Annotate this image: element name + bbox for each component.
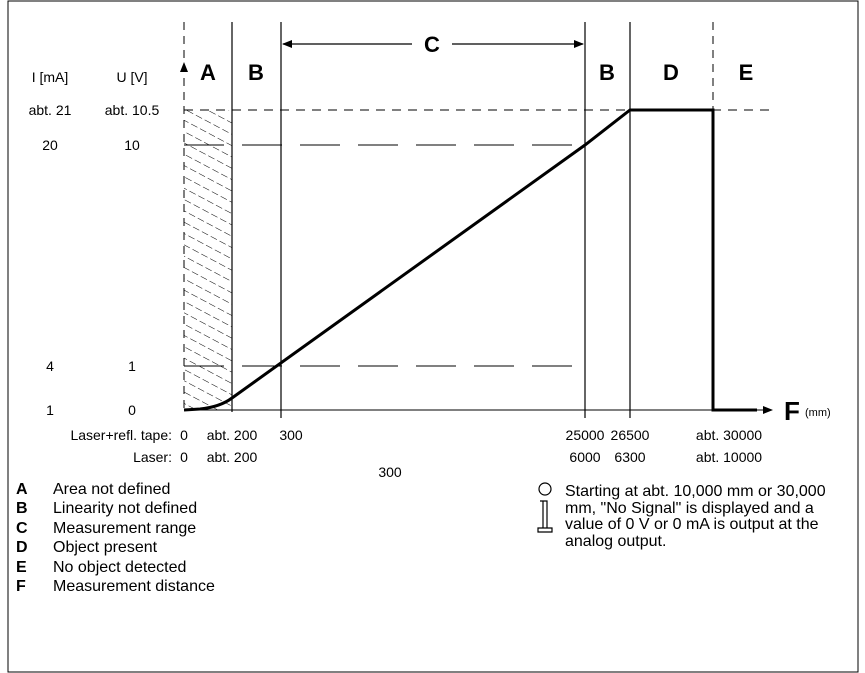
outer-border <box>7 0 859 673</box>
legend-item: B Linearity not defined <box>16 500 215 520</box>
voltage-tick-10: 10 <box>124 137 140 153</box>
voltage-tick-1: 1 <box>128 358 136 374</box>
current-tick-1: 1 <box>46 402 54 418</box>
x-tick-laser-200: abt. 200 <box>207 449 258 465</box>
range-label-backdrop <box>412 32 452 58</box>
legend-text: No object detected <box>53 558 187 576</box>
voltage-tick-0: 0 <box>128 402 136 418</box>
legend-item: C Measurement range <box>16 519 215 539</box>
x-tick-tape-200: abt. 200 <box>207 427 258 443</box>
legend-item: A Area not defined <box>16 480 215 500</box>
current-tick-4: 4 <box>46 358 54 374</box>
y-axis-arrow <box>180 62 188 72</box>
x-tick-tape-0: 0 <box>180 427 188 443</box>
zone-label-c: C <box>424 32 440 57</box>
info-note-text: Starting at abt. 10,000 mm or 30,000 mm,… <box>565 483 826 550</box>
legend-item: F Measurement distance <box>16 578 215 598</box>
legend-key: C <box>16 519 28 537</box>
zone-label-a: A <box>200 60 216 85</box>
legend-key: A <box>16 480 28 498</box>
zone-label-b-left: B <box>248 60 264 85</box>
legend-text: Linearity not defined <box>53 500 198 518</box>
current-tick-20: 20 <box>42 137 58 153</box>
zone-label-e: E <box>739 60 754 85</box>
legend-key: E <box>16 558 27 576</box>
legend-key: F <box>16 578 26 596</box>
voltage-tick-10-5: abt. 10.5 <box>105 102 160 118</box>
legend: A Area not defined B Linearity not defin… <box>16 480 215 597</box>
legend-text: Object present <box>53 539 158 557</box>
legend-item: D Object present <box>16 539 215 559</box>
x-tick-tape-300: 300 <box>279 427 303 443</box>
x-tick-tape-26500: 26500 <box>611 427 650 443</box>
legend-text: Measurement distance <box>53 578 215 596</box>
area-a-hatch <box>184 110 232 410</box>
legend-key: B <box>16 500 28 518</box>
y-axis-current-label: I [mA] <box>32 69 69 85</box>
output-curve <box>183 108 757 412</box>
x-tick-laser-300: 300 <box>378 464 402 480</box>
legend-text: Measurement range <box>53 519 197 537</box>
x-row-name-laser: Laser: <box>133 449 172 465</box>
info-icon <box>537 482 553 533</box>
zone-label-b-right: B <box>599 60 615 85</box>
x-tick-laser-6300: 6300 <box>614 449 645 465</box>
y-axis-voltage-label: U [V] <box>116 69 147 85</box>
x-tick-laser-0: 0 <box>180 449 188 465</box>
x-tick-laser-6000: 6000 <box>569 449 600 465</box>
x-tick-tape-30000: abt. 30000 <box>696 427 762 443</box>
legend-key: D <box>16 539 28 557</box>
x-axis-label: F <box>784 396 800 426</box>
current-tick-21: abt. 21 <box>29 102 72 118</box>
zone-label-d: D <box>663 60 679 85</box>
x-axis-unit: (mm) <box>805 407 831 419</box>
legend-item: E No object detected <box>16 558 215 578</box>
x-tick-tape-25000: 25000 <box>566 427 605 443</box>
x-row-name-laser-tape: Laser+refl. tape: <box>70 427 172 443</box>
legend-text: Area not defined <box>53 480 171 498</box>
x-tick-laser-10000: abt. 10000 <box>696 449 762 465</box>
